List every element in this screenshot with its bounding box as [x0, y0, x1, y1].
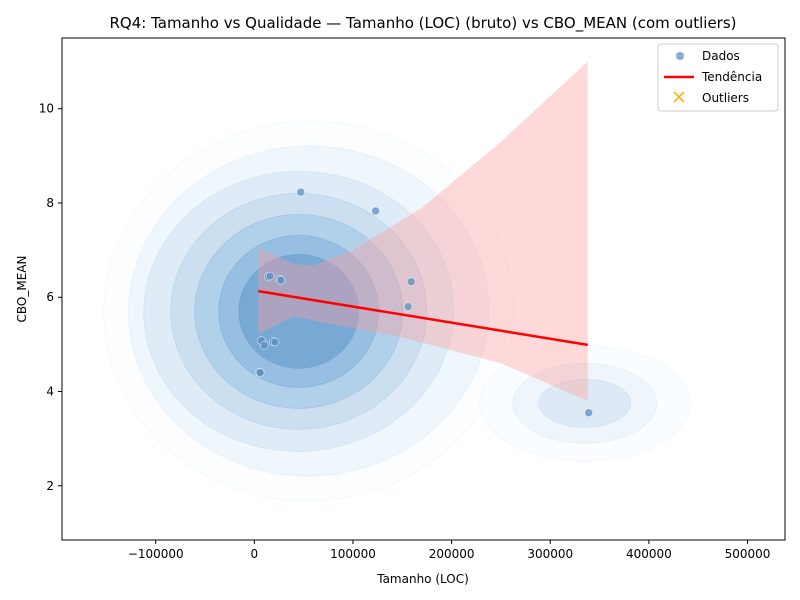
- density-contour-primary: [238, 254, 360, 369]
- data-point: [265, 271, 275, 281]
- data-point: [276, 276, 286, 285]
- data-point: [584, 408, 593, 417]
- density-contours: [103, 120, 691, 502]
- trend-layer: [258, 289, 588, 347]
- data-point: [259, 341, 269, 350]
- data-point: [270, 337, 280, 347]
- x-tick-label: 500000: [725, 547, 771, 561]
- trend-line: [258, 289, 588, 347]
- x-tick-label: 0: [251, 547, 259, 561]
- data-point: [403, 302, 413, 311]
- chart-title: RQ4: Tamanho vs Qualidade — Tamanho (LOC…: [109, 14, 736, 33]
- x-axis-title: Tamanho (LOC): [376, 572, 469, 586]
- legend-dados-label: Dados: [702, 49, 740, 63]
- x-axis: −100000 0 100000 200000 300000 400000 500000: [128, 540, 771, 561]
- legend-tendencia-label: Tendência: [701, 70, 762, 84]
- y-axis: 2 4 6 8 10: [39, 102, 62, 493]
- x-tick-label: −100000: [128, 547, 184, 561]
- confidence-band: [258, 61, 588, 401]
- x-tick-label: 200000: [429, 547, 475, 561]
- density-contour-secondary: [538, 379, 632, 428]
- x-tick-label: 100000: [330, 547, 376, 561]
- data-point: [296, 187, 305, 197]
- data-point: [256, 368, 265, 377]
- points-layer: [255, 187, 593, 417]
- data-point: [406, 277, 416, 286]
- plot-frame: [61, 37, 786, 541]
- y-tick-label: 4: [46, 385, 54, 399]
- trend-confidence-band: [258, 61, 588, 401]
- legend-dados-marker: [676, 52, 684, 60]
- y-tick-label: 10: [39, 102, 54, 116]
- legend-outliers-marker: [673, 91, 685, 103]
- data-point: [371, 206, 380, 216]
- y-axis-title: CBO_MEAN: [15, 256, 29, 323]
- legend: Dados Tendência Outliers: [657, 43, 779, 112]
- y-tick-label: 6: [46, 290, 54, 304]
- x-tick-label: 400000: [626, 547, 672, 561]
- x-tick-label: 300000: [527, 547, 573, 561]
- y-tick-label: 2: [46, 479, 54, 493]
- y-tick-label: 8: [46, 196, 54, 210]
- legend-box: [657, 43, 779, 112]
- legend-outliers-label: Outliers: [702, 91, 749, 105]
